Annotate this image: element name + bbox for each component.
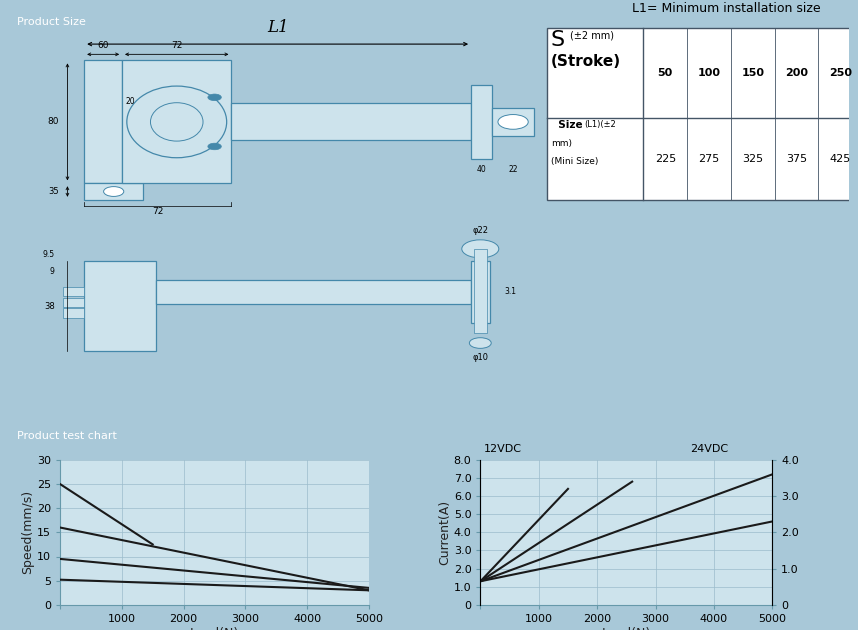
Text: 100: 100 <box>698 68 721 77</box>
Text: 200: 200 <box>785 68 808 77</box>
Text: 72: 72 <box>152 207 164 217</box>
Circle shape <box>104 186 124 197</box>
Text: 150: 150 <box>741 68 764 77</box>
Text: L1: L1 <box>267 19 288 36</box>
Text: 3.1: 3.1 <box>505 287 517 296</box>
Text: 9.5: 9.5 <box>43 250 55 259</box>
Text: S: S <box>551 30 565 50</box>
Bar <box>84 183 143 200</box>
Text: 60: 60 <box>98 41 109 50</box>
Text: 40: 40 <box>476 165 486 174</box>
Bar <box>122 60 232 183</box>
Text: 20: 20 <box>125 97 136 106</box>
Bar <box>232 103 471 140</box>
Text: (L1)(±2: (L1)(±2 <box>584 120 616 129</box>
Bar <box>471 261 490 323</box>
Text: (±2 mm): (±2 mm) <box>571 31 614 41</box>
Text: Product test chart: Product test chart <box>17 431 117 441</box>
Text: 38: 38 <box>44 302 55 311</box>
Text: 24VDC: 24VDC <box>691 444 728 454</box>
Bar <box>84 60 122 183</box>
Circle shape <box>462 240 498 258</box>
Y-axis label: Current(A): Current(A) <box>438 500 451 565</box>
Text: 325: 325 <box>742 154 764 164</box>
Y-axis label: Speed(mm/s): Speed(mm/s) <box>21 490 34 575</box>
Text: (Stroke): (Stroke) <box>551 54 621 69</box>
X-axis label: Load(N): Load(N) <box>190 627 239 630</box>
Text: 35: 35 <box>48 187 59 196</box>
Text: 250: 250 <box>829 68 852 77</box>
Circle shape <box>208 94 221 101</box>
Text: 9: 9 <box>50 267 55 277</box>
Bar <box>63 298 84 307</box>
Text: 50: 50 <box>657 68 673 77</box>
Text: mm): mm) <box>551 139 572 148</box>
Text: φ10: φ10 <box>472 353 488 362</box>
Text: 72: 72 <box>171 41 183 50</box>
Text: 22: 22 <box>508 165 518 174</box>
Circle shape <box>469 338 492 348</box>
X-axis label: Load(N): Load(N) <box>601 627 651 630</box>
Bar <box>471 85 492 159</box>
Bar <box>492 108 534 136</box>
Text: 275: 275 <box>698 154 720 164</box>
Text: L1= Minimum installation size: L1= Minimum installation size <box>632 3 820 16</box>
Text: 225: 225 <box>655 154 676 164</box>
Text: 12VDC: 12VDC <box>483 444 522 454</box>
Text: 425: 425 <box>830 154 851 164</box>
Circle shape <box>498 115 529 129</box>
Bar <box>63 308 84 319</box>
Text: (Mini Size): (Mini Size) <box>551 157 598 166</box>
Bar <box>155 280 471 304</box>
Ellipse shape <box>150 103 203 141</box>
Bar <box>474 249 487 333</box>
Ellipse shape <box>127 86 227 158</box>
Text: 80: 80 <box>47 117 59 127</box>
Text: φ22: φ22 <box>472 226 488 234</box>
Circle shape <box>208 143 221 150</box>
Text: Size: Size <box>551 120 583 130</box>
Text: Product Size: Product Size <box>17 17 86 27</box>
Bar <box>63 287 84 295</box>
Bar <box>547 28 858 200</box>
Bar <box>84 261 155 352</box>
Text: 375: 375 <box>786 154 807 164</box>
